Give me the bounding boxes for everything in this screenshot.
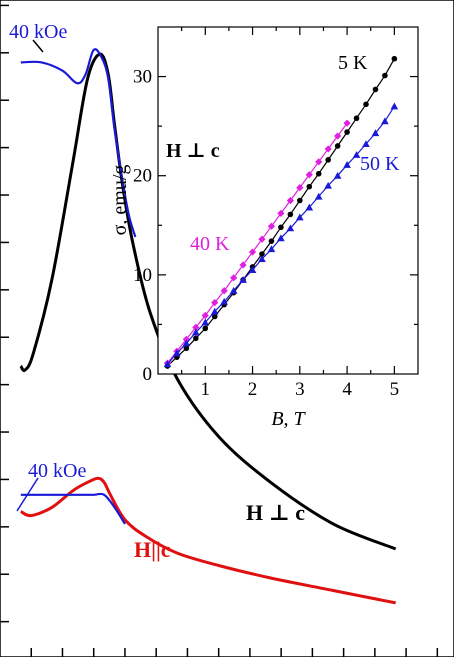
inset-point-40k <box>286 196 294 205</box>
inset-point-40k <box>277 209 285 217</box>
label-h-parallel-c: H||c <box>134 537 171 562</box>
inset-y-tick-label: 30 <box>133 67 152 88</box>
inset-point-5k <box>353 115 360 122</box>
inset-point-40k <box>211 299 219 307</box>
inset-point-40k <box>220 287 228 295</box>
legend-label-40k: 40 K <box>190 233 230 255</box>
inset-point-50k <box>210 307 219 315</box>
annotation-40koe-bottom: 40 kOe <box>28 460 86 482</box>
inset-point-40k <box>315 158 323 166</box>
legend-label-5k: 5 K <box>338 52 368 74</box>
label-h-perp-c: H ⊥ c <box>246 500 305 525</box>
main-series-line-2 <box>20 476 396 605</box>
inset-y-tick-label: 10 <box>133 265 152 286</box>
inset-point-50k <box>248 266 257 273</box>
inset-y-tick-label: 0 <box>143 364 153 385</box>
inset-point-50k <box>343 161 351 168</box>
inset-axis-ticks: 1 2 3 4 5 0 10 20 30 <box>133 27 418 400</box>
inset-point-50k <box>390 102 399 110</box>
inset-point-5k <box>297 197 303 204</box>
inset-point-50k <box>352 151 361 158</box>
inset-point-5k <box>278 224 284 231</box>
inset-point-40k <box>296 184 304 192</box>
inset-series-group <box>163 55 399 369</box>
inset-point-50k <box>333 171 342 179</box>
inset-y-axis-label: σ, emu/g <box>109 165 131 236</box>
inset-point-5k <box>334 143 341 149</box>
main-axis-ticks <box>0 4 439 657</box>
inset-point-40k <box>324 145 332 153</box>
inset-point-40k <box>305 171 313 179</box>
legend-label-50k: 50 K <box>360 153 400 175</box>
inset-point-50k <box>182 339 191 347</box>
inset-point-5k <box>259 251 265 257</box>
inset-point-5k <box>315 170 322 177</box>
inset-point-5k <box>344 129 350 135</box>
inset-point-5k <box>306 183 313 190</box>
inset-point-50k <box>296 213 304 221</box>
inset-point-5k <box>372 86 379 93</box>
inset-point-40k <box>182 335 190 343</box>
inset-point-5k <box>183 345 190 352</box>
main-series-line-1 <box>20 48 137 238</box>
inset-point-5k <box>268 238 275 244</box>
inset-point-40k <box>334 132 342 140</box>
inset-point-5k <box>287 211 294 218</box>
inset-point-40k <box>239 261 247 269</box>
inset-point-40k <box>248 248 257 256</box>
inset-point-50k <box>362 140 370 148</box>
inset-point-40k <box>343 119 351 127</box>
inset-point-5k <box>363 101 369 108</box>
main-series-group <box>19 48 397 605</box>
inset-x-tick-label: 4 <box>342 379 352 400</box>
inset-point-50k <box>267 245 276 253</box>
inset-point-40k <box>258 235 266 243</box>
inset-y-tick-label: 20 <box>133 166 152 187</box>
inset-point-40k <box>192 323 200 332</box>
inset-x-tick-label: 3 <box>295 379 305 400</box>
inset-point-5k <box>382 72 388 79</box>
inset-point-50k <box>173 349 181 357</box>
inset-point-50k <box>314 192 323 200</box>
inset-point-50k <box>381 117 389 125</box>
inset-point-50k <box>229 286 238 294</box>
annotation-pointer <box>32 39 44 53</box>
inset-point-50k <box>239 276 247 283</box>
inset-point-50k <box>201 318 210 326</box>
inset-frame <box>157 26 419 375</box>
main-series-line-3 <box>20 492 126 525</box>
inset-point-50k <box>277 234 285 242</box>
inset-x-axis-label: B, T <box>271 408 306 430</box>
inset-point-50k <box>258 255 266 263</box>
inset-x-tick-label: 5 <box>390 379 400 400</box>
inset-point-5k <box>202 325 209 332</box>
inset-point-40k <box>230 274 238 282</box>
inset-x-tick-label: 2 <box>248 379 258 400</box>
inset-point-50k <box>192 328 200 336</box>
inset-point-5k <box>325 157 331 163</box>
inset-point-5k <box>193 335 199 342</box>
inset-annotation-h-perp-c: H ⊥ c <box>166 140 220 162</box>
inset-point-50k <box>305 203 314 211</box>
inset-point-50k <box>324 181 332 189</box>
inset-point-50k <box>286 224 295 232</box>
inset-point-5k <box>391 55 398 62</box>
inset-point-40k <box>267 222 276 230</box>
inset-point-50k <box>371 129 380 137</box>
inset-point-40k <box>201 311 209 320</box>
inset-point-50k <box>163 360 172 368</box>
inset-x-tick-label: 1 <box>201 379 211 400</box>
inset-plot: 1 2 3 4 5 0 10 20 30 B, T σ, emu/g H ⊥ c 5 K 40 … <box>109 26 419 430</box>
inset-point-50k <box>220 297 228 305</box>
annotation-40koe-top: 40 kOe <box>9 21 67 43</box>
inset-point-5k <box>211 313 218 320</box>
annotation-pointer <box>16 477 39 512</box>
